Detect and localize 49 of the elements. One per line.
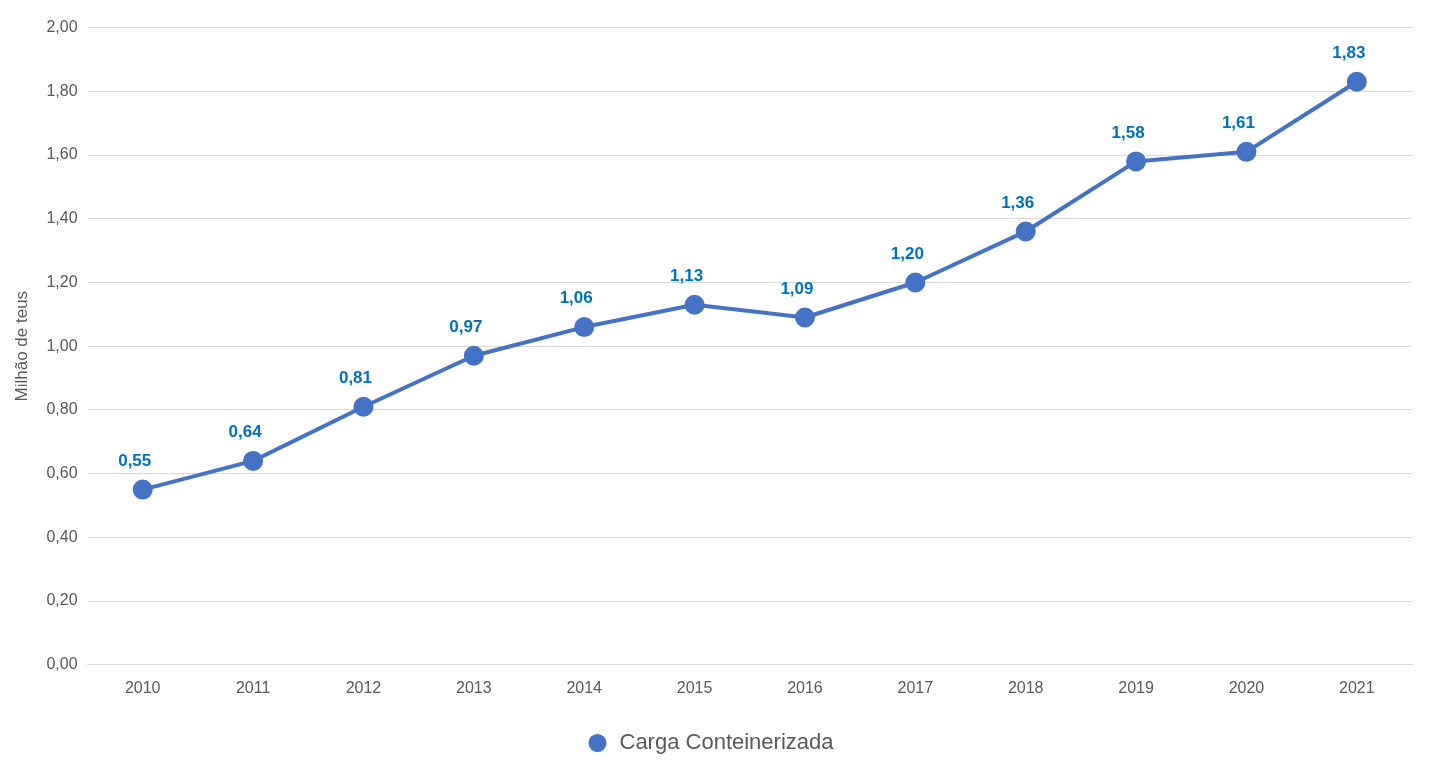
point: [794, 307, 815, 328]
data-label: 1,13: [670, 265, 704, 285]
x-tick-label: 2014: [566, 678, 603, 696]
y-tick-label: 0,00: [46, 655, 78, 673]
data-label: 1,61: [1221, 113, 1255, 133]
data-label: 1,36: [1001, 192, 1035, 212]
x-tick-label: 2021: [1339, 678, 1375, 696]
point: [1015, 221, 1036, 242]
y-tick-label: 2,00: [46, 18, 78, 36]
point: [905, 272, 926, 293]
data-label: 1,20: [890, 243, 924, 263]
point: [1126, 151, 1147, 172]
legend-label: Carga Conteinerizada: [619, 729, 835, 755]
data-label: 1,06: [559, 288, 593, 308]
y-tick-label: 0,80: [46, 400, 78, 418]
x-tick-label: 2013: [456, 678, 492, 696]
x-tick-label: 2017: [897, 678, 934, 696]
point: [463, 345, 484, 366]
point: [574, 317, 595, 338]
data-label: 1,83: [1332, 42, 1366, 62]
point: [684, 294, 705, 315]
data-label: 0,97: [449, 316, 483, 336]
data-label: 1,58: [1111, 122, 1145, 142]
x-tick-label: 2015: [676, 678, 713, 696]
x-tick-label: 2020: [1228, 678, 1265, 696]
point: [353, 396, 374, 417]
y-tick-label: 1,60: [46, 145, 78, 163]
y-tick-label: 1,20: [46, 272, 78, 290]
x-tick-label: 2018: [1007, 678, 1044, 696]
y-tick-label: 0,40: [46, 527, 78, 545]
x-tick-label: 2019: [1118, 678, 1154, 696]
data-label: 0,64: [228, 422, 263, 442]
x-tick-label: 2010: [124, 678, 161, 696]
y-tick-label: 1,80: [46, 81, 78, 99]
point: [132, 479, 153, 500]
y-tick-label: 0,20: [46, 591, 78, 609]
data-label: 0,55: [118, 450, 152, 470]
y-tick-label: 1,00: [46, 336, 78, 354]
data-label: 0,81: [338, 367, 373, 387]
y-tick-label: 0,60: [46, 464, 78, 482]
data-label: 1,09: [780, 278, 814, 298]
point: [243, 450, 264, 471]
x-tick-label: 2012: [345, 678, 382, 696]
point: [1236, 141, 1257, 162]
point: [1346, 71, 1367, 92]
x-tick-label: 2011: [235, 678, 271, 696]
y-tick-label: 1,40: [46, 209, 78, 227]
x-tick-label: 2016: [787, 678, 823, 696]
y-axis-title: Milhão de teus: [11, 290, 31, 402]
